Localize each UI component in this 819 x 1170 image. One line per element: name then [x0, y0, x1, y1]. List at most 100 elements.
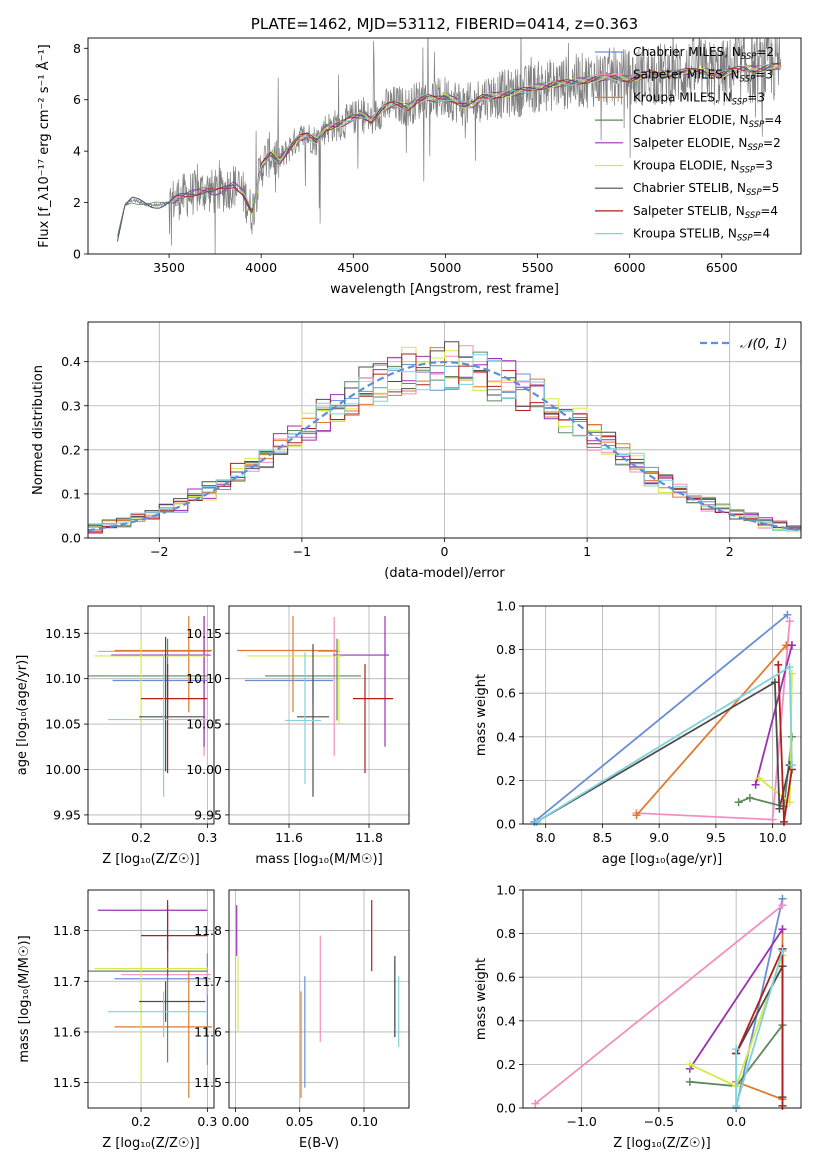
error-point: [114, 953, 211, 1065]
legend-entry: Chabrier STELIB, NSSP=5: [633, 181, 779, 198]
weight-marker: [778, 925, 787, 934]
y-tick-label: 11.5: [53, 1075, 81, 1090]
weight-marker: [768, 815, 777, 824]
x-axis-label: E(B-V): [299, 1136, 339, 1151]
legend-entry: Chabrier ELODIE, NSSP=4: [633, 113, 782, 130]
weight-line: [754, 644, 793, 786]
mass-vs-EBV-points: [236, 900, 400, 1098]
y-tick-label: 0.0: [496, 1101, 516, 1116]
x-tick-label: 0: [441, 544, 449, 559]
x-tick-label: 1: [583, 544, 591, 559]
error-point: [139, 981, 206, 1022]
weight-series: [532, 663, 796, 826]
spectrum-axes: 3500 4000 4500 5000 5500 6000 6500 0 2 4 6 8 wavelen…: [36, 41, 738, 297]
error-point: [107, 654, 208, 797]
age-vs-Z-axes: 0.2 0.3 9.95 10.00 10.05 10.10 10.15 Z [log₁₀(Z…: [15, 606, 217, 867]
gaussian-curve: [88, 360, 799, 532]
y-tick-label: 10.00: [186, 762, 222, 777]
mass-weight-vs-age-lines: [530, 610, 796, 826]
weight-marker: [778, 947, 787, 956]
x-tick-label: 0.0: [726, 1114, 746, 1129]
x-tick-label: 4500: [337, 260, 369, 275]
model-line: [172, 63, 781, 211]
y-tick-label: 0.4: [496, 729, 516, 744]
mass-weight-vs-Z-lines: [531, 894, 787, 1112]
weight-marker: [785, 663, 794, 672]
y-tick-label: 11.8: [194, 923, 222, 938]
y-tick-label: 0.8: [496, 642, 516, 657]
weight-marker: [632, 811, 641, 820]
weight-marker: [755, 774, 764, 783]
age-vs-Z-points: [88, 615, 213, 797]
x-tick-label: 6000: [614, 260, 646, 275]
y-tick-label: 11.6: [53, 1024, 81, 1039]
x-tick-label: 0.3: [197, 830, 217, 845]
weight-marker: [775, 804, 784, 813]
y-tick-label: 10.05: [186, 717, 222, 732]
weight-marker: [685, 1077, 694, 1086]
weight-series: [774, 660, 796, 826]
weight-series: [632, 641, 796, 820]
error-point: [333, 615, 389, 747]
weight-series: [530, 610, 792, 826]
spectrum-lines: [117, 38, 782, 254]
x-tick-label: 0.00: [222, 1114, 250, 1129]
weight-marker: [531, 1099, 540, 1108]
age-vs-mass-frame: [228, 605, 410, 825]
x-tick-label: −0.5: [644, 1114, 674, 1129]
weight-line: [735, 950, 784, 1107]
y-tick-label: 10.15: [45, 626, 81, 641]
x-tick-label: 3500: [153, 260, 185, 275]
age-vs-mass-axes: 11.6 11.8 9.95 10.00 10.05 10.10 10.15 mass [lo…: [186, 606, 409, 867]
error-point: [141, 664, 208, 774]
model-line: [117, 62, 781, 242]
y-tick-label: 11.6: [194, 1024, 222, 1039]
y-axis-label: mass weight: [474, 958, 489, 1040]
error-point: [247, 639, 343, 725]
legend-entry: Chabrier MILES, NSSP=2: [633, 45, 774, 62]
mass-vs-Z-axes: 0.2 0.3 11.5 11.6 11.7 11.8 Z [log₁₀(Z/Z☉)] mas…: [17, 890, 217, 1151]
model-line: [238, 64, 781, 209]
y-tick-label: 11.8: [53, 923, 81, 938]
weight-marker: [778, 901, 787, 910]
error-point: [97, 905, 208, 977]
y-axis-label: mass [log₁₀(M/M☉)]: [17, 935, 32, 1062]
weight-line: [533, 614, 788, 823]
x-tick-label: 9.0: [649, 830, 669, 845]
weight-marker: [732, 1045, 741, 1054]
weight-marker: [783, 610, 792, 619]
y-tick-label: 0.8: [496, 926, 516, 941]
weight-line: [534, 904, 784, 1105]
mass-vs-EBV-frame: [228, 889, 410, 1109]
error-point: [111, 615, 211, 747]
weight-marker: [751, 780, 760, 789]
y-tick-label: 11.5: [194, 1075, 222, 1090]
x-axis-label: mass [log₁₀(M/M☉)]: [255, 852, 382, 867]
y-tick-label: 10.10: [186, 671, 222, 686]
weight-line: [689, 928, 784, 1070]
x-tick-label: 0.05: [286, 1114, 314, 1129]
y-tick-label: 10.10: [45, 671, 81, 686]
error-point: [141, 900, 208, 951]
x-axis-label: Z [log₁₀(Z/Z☉)]: [102, 1136, 199, 1151]
y-tick-label: 9.95: [194, 807, 222, 822]
age-vs-mass-points: [237, 615, 393, 797]
legend-entry: Salpeter MILES, NSSP=3: [633, 68, 773, 85]
y-tick-label: 0.0: [61, 531, 81, 546]
weight-marker: [685, 1060, 694, 1069]
spectrum-frame: [87, 37, 802, 255]
weight-marker: [774, 660, 783, 669]
x-axis-label: age [log₁₀(age/yr)]: [602, 852, 723, 867]
x-tick-label: 0.3: [197, 1114, 217, 1129]
mass-weight-vs-Z-frame: [522, 889, 802, 1109]
legend-entry: 𝒩(0, 1): [740, 337, 787, 352]
weight-line: [635, 644, 792, 816]
chart-title: PLATE=1462, MJD=53112, FIBERID=0414, z=0…: [251, 15, 638, 33]
mass-weight-vs-age-axes: 8.0 8.5 9.0 9.5 10.0 0.0 0.2 0.4 0.6 0.8 1.0 age [l…: [474, 599, 801, 867]
error-point: [94, 963, 208, 1086]
legend-entry: Salpeter ELODIE, NSSP=2: [633, 136, 781, 153]
y-tick-label: 9.95: [53, 807, 81, 822]
error-point: [107, 991, 208, 1038]
mass-weight-vs-age-frame: [522, 605, 802, 825]
